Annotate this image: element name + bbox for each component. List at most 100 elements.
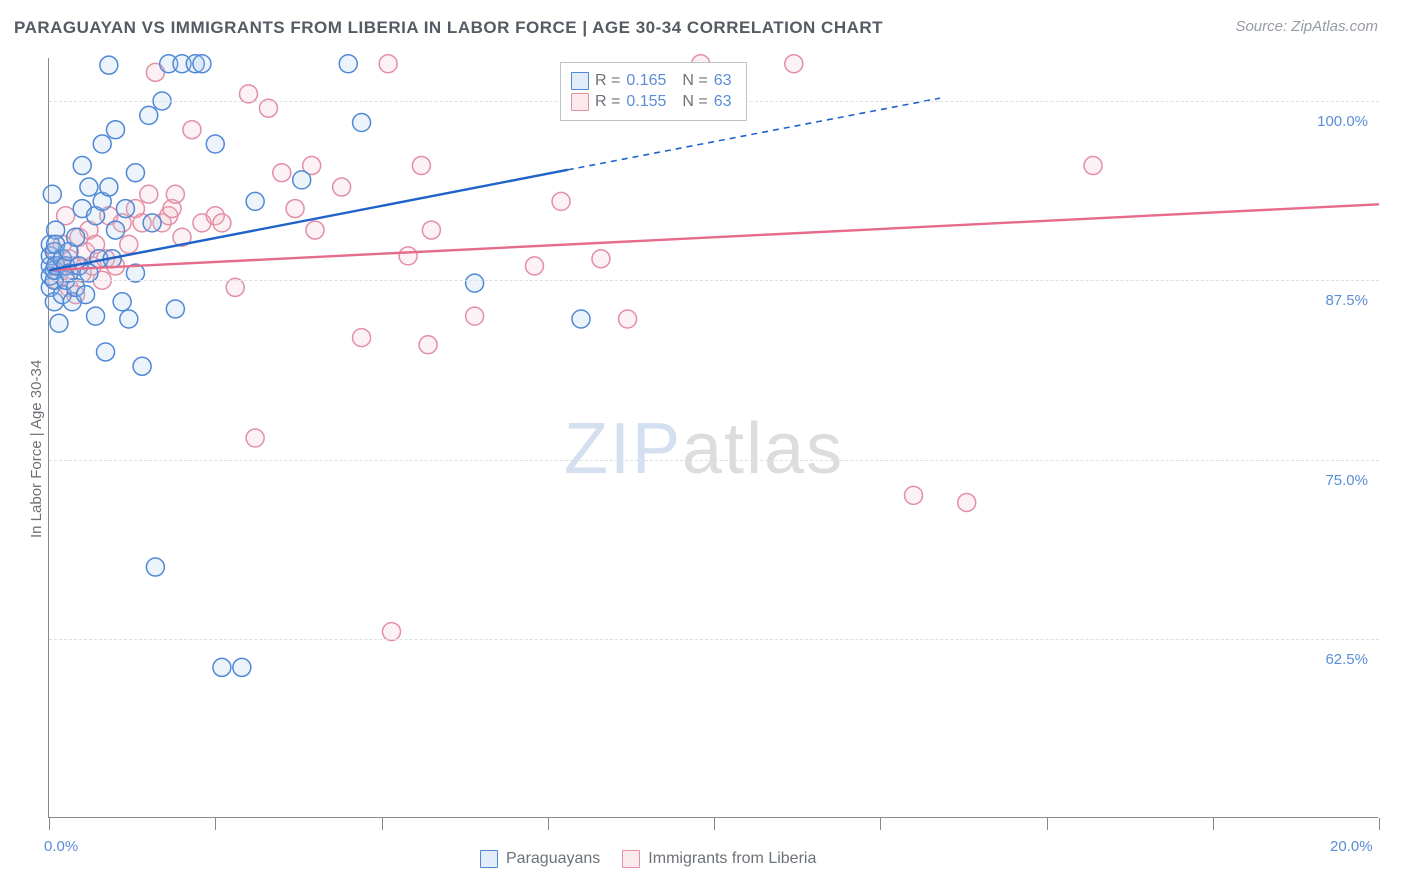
data-point [213,214,231,232]
data-point [116,200,134,218]
legend-series-item: Immigrants from Liberia [622,850,816,868]
data-point [273,164,291,182]
data-point [333,178,351,196]
source-attribution: Source: ZipAtlas.com [1235,18,1378,35]
legend-r-label: R = [595,93,620,111]
legend-series-item: Paraguayans [480,850,600,868]
data-point [73,157,91,175]
data-point [120,310,138,328]
data-point [67,228,85,246]
data-point [213,658,231,676]
legend-n-label: N = [682,93,707,111]
data-point [399,247,417,265]
x-tick [548,818,549,830]
x-tick [49,818,50,830]
data-point [193,55,211,73]
x-min-label: 0.0% [44,838,78,855]
legend-r-value: 0.165 [626,72,666,90]
data-point [422,221,440,239]
data-point [100,178,118,196]
data-point [107,121,125,139]
x-tick [382,818,383,830]
data-point [353,114,371,132]
x-max-label: 20.0% [1330,838,1373,855]
data-point [286,200,304,218]
data-point [50,314,68,332]
x-tick [215,818,216,830]
legend-correlation: R = 0.165 N = 63 R = 0.155 N = 63 [560,62,747,121]
data-point [140,185,158,203]
legend-swatch [571,72,589,90]
legend-n-value: 63 [714,72,732,90]
data-point [166,300,184,318]
data-point [293,171,311,189]
data-point [379,55,397,73]
scatter-svg [49,58,1379,818]
data-point [306,221,324,239]
data-point [87,307,105,325]
data-point [80,178,98,196]
data-point [206,135,224,153]
x-tick [1379,818,1380,830]
y-tick-label: 87.5% [1308,292,1368,309]
data-point [552,192,570,210]
data-point [133,357,151,375]
data-point [183,121,201,139]
data-point [246,429,264,447]
data-point [100,56,118,74]
gridline [49,280,1379,281]
legend-series: Paraguayans Immigrants from Liberia [480,850,816,868]
chart-container: PARAGUAYAN VS IMMIGRANTS FROM LIBERIA IN… [0,0,1406,892]
chart-title: PARAGUAYAN VS IMMIGRANTS FROM LIBERIA IN… [14,18,883,38]
legend-row: R = 0.155 N = 63 [571,93,732,111]
data-point [233,658,251,676]
data-point [120,235,138,253]
legend-swatch [571,93,589,111]
data-point [785,55,803,73]
data-point [146,558,164,576]
data-point [525,257,543,275]
y-tick-label: 75.0% [1308,472,1368,489]
data-point [140,106,158,124]
data-point [572,310,590,328]
x-tick [1047,818,1048,830]
legend-series-label: Paraguayans [506,850,600,868]
data-point [905,486,923,504]
plot-area: ZIPatlas [48,58,1378,818]
data-point [619,310,637,328]
data-point [126,164,144,182]
data-point [592,250,610,268]
data-point [113,293,131,311]
legend-r-label: R = [595,72,620,90]
x-tick [880,818,881,830]
gridline [49,639,1379,640]
data-point [77,286,95,304]
data-point [246,192,264,210]
y-tick-label: 62.5% [1308,651,1368,668]
data-point [107,221,125,239]
data-point [958,494,976,512]
y-tick-label: 100.0% [1308,113,1368,130]
data-point [1084,157,1102,175]
x-tick [1213,818,1214,830]
trend-line [49,204,1379,270]
data-point [97,343,115,361]
legend-swatch [622,850,640,868]
x-tick [714,818,715,830]
data-point [143,214,161,232]
legend-n-label: N = [682,72,707,90]
data-point [466,274,484,292]
gridline [49,460,1379,461]
data-point [466,307,484,325]
legend-row: R = 0.165 N = 63 [571,72,732,90]
data-point [353,329,371,347]
data-point [339,55,357,73]
data-point [419,336,437,354]
legend-r-value: 0.155 [626,93,666,111]
legend-swatch [480,850,498,868]
y-axis-label: In Labor Force | Age 30-34 [28,360,45,538]
legend-n-value: 63 [714,93,732,111]
data-point [43,185,61,203]
data-point [166,185,184,203]
data-point [412,157,430,175]
